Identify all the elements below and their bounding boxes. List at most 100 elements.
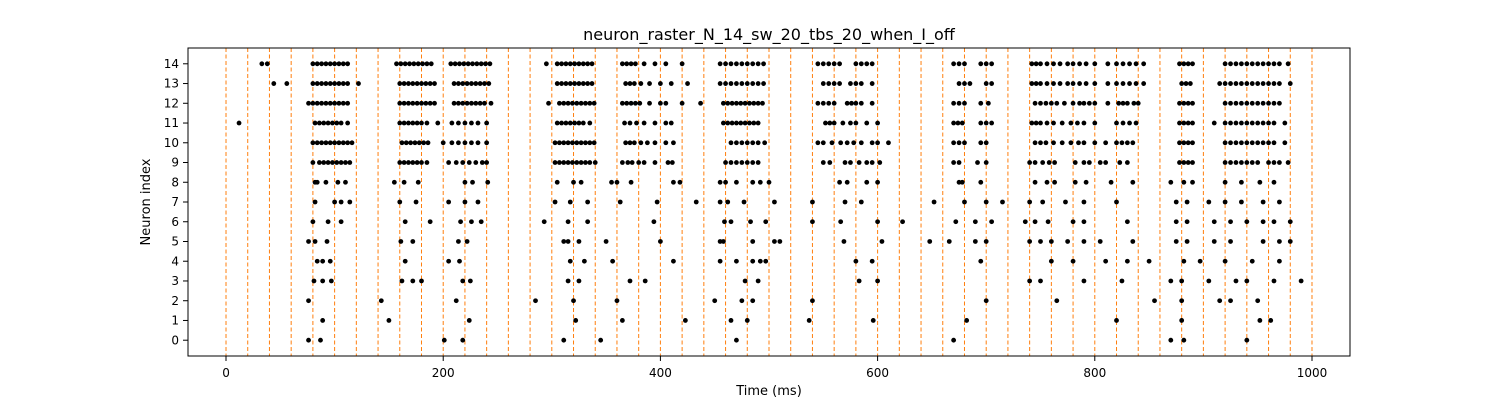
spike-point [561, 100, 567, 106]
spike-point [844, 140, 850, 146]
spike-point [460, 100, 466, 106]
spike-point [1211, 120, 1217, 126]
spike-point [772, 239, 777, 244]
spike-point [644, 140, 650, 146]
spike-point [1168, 179, 1174, 185]
spike-point [1233, 160, 1239, 165]
spike-point [1222, 61, 1228, 67]
spike-point [669, 160, 675, 165]
spike-point [312, 199, 318, 205]
spike-point [1043, 140, 1049, 146]
spike-point [627, 140, 633, 146]
spike-point [398, 239, 404, 244]
spike-point [487, 61, 493, 67]
spike-point [1190, 61, 1195, 67]
spike-point [629, 160, 635, 165]
spike-point [983, 81, 989, 86]
spike-point [1222, 199, 1228, 205]
spike-point [416, 140, 422, 146]
spike-point [951, 100, 957, 106]
spike-point [1282, 120, 1288, 126]
spike-point [567, 199, 573, 205]
spike-point [1277, 160, 1282, 165]
spike-point [1033, 120, 1039, 126]
spike-point [826, 81, 832, 86]
spike-point [572, 61, 578, 67]
spike-point [641, 160, 647, 165]
spike-point [1228, 81, 1233, 86]
spike-point [319, 81, 324, 86]
spike-point [739, 160, 745, 165]
spike-point [1092, 61, 1098, 67]
spike-point [755, 120, 761, 126]
spike-point [561, 140, 567, 146]
spike-point [1222, 160, 1228, 165]
spike-point [1070, 219, 1076, 225]
spike-point [1271, 100, 1277, 106]
spike-point [1217, 298, 1223, 304]
spike-point [1228, 120, 1233, 126]
spike-point [875, 219, 880, 225]
spike-point [951, 337, 957, 343]
spike-point [698, 100, 703, 106]
spike-point [1266, 61, 1271, 67]
spike-point [931, 199, 937, 205]
spike-point [1255, 160, 1261, 165]
spike-point [461, 61, 467, 67]
spike-point [1105, 81, 1111, 86]
y-tick-label: 8 [171, 175, 179, 189]
spike-point [638, 140, 644, 146]
spike-point [1249, 160, 1255, 165]
spike-point [1260, 140, 1266, 146]
spike-point [1239, 179, 1244, 185]
spike-point [738, 100, 744, 106]
spike-point [1081, 219, 1087, 225]
spike-point [1239, 140, 1244, 146]
spike-point [734, 337, 739, 343]
spike-point [1260, 239, 1266, 244]
spike-point [1222, 81, 1228, 86]
spike-point [1114, 199, 1119, 205]
spike-point [983, 160, 989, 165]
spike-point [1133, 81, 1139, 86]
spike-point [1222, 140, 1228, 146]
spike-point [844, 179, 850, 185]
spike-point [414, 100, 420, 106]
spike-point [1185, 120, 1191, 126]
spike-point [312, 120, 318, 126]
spike-point [565, 160, 571, 165]
spike-point [1177, 160, 1182, 165]
spike-point [614, 298, 620, 304]
spike-point [985, 100, 991, 106]
spike-point [870, 318, 876, 323]
spike-point [427, 100, 433, 106]
spike-point [1244, 278, 1250, 284]
spike-point [663, 120, 669, 126]
spike-point [1054, 100, 1060, 106]
spike-point [1239, 100, 1244, 106]
spike-point [1184, 199, 1190, 205]
spike-point [414, 120, 420, 126]
spike-point [750, 61, 756, 67]
spike-point [1027, 278, 1033, 284]
spike-point [1190, 140, 1195, 146]
spike-point [755, 278, 761, 284]
spike-point [402, 219, 408, 225]
spike-point [325, 120, 331, 126]
spike-point [1052, 160, 1058, 165]
spike-point [725, 100, 731, 106]
spike-point [1185, 100, 1191, 106]
spike-point [956, 140, 962, 146]
spike-point [1271, 278, 1277, 284]
spike-point [1183, 81, 1189, 86]
spike-point [751, 100, 757, 106]
spike-point [864, 120, 870, 126]
spike-point [875, 120, 880, 126]
spike-point [734, 140, 739, 146]
spike-point [1114, 120, 1119, 126]
spike-point [751, 120, 757, 126]
spike-point [1179, 298, 1185, 304]
spike-point [1038, 239, 1043, 244]
spike-point [310, 140, 316, 146]
